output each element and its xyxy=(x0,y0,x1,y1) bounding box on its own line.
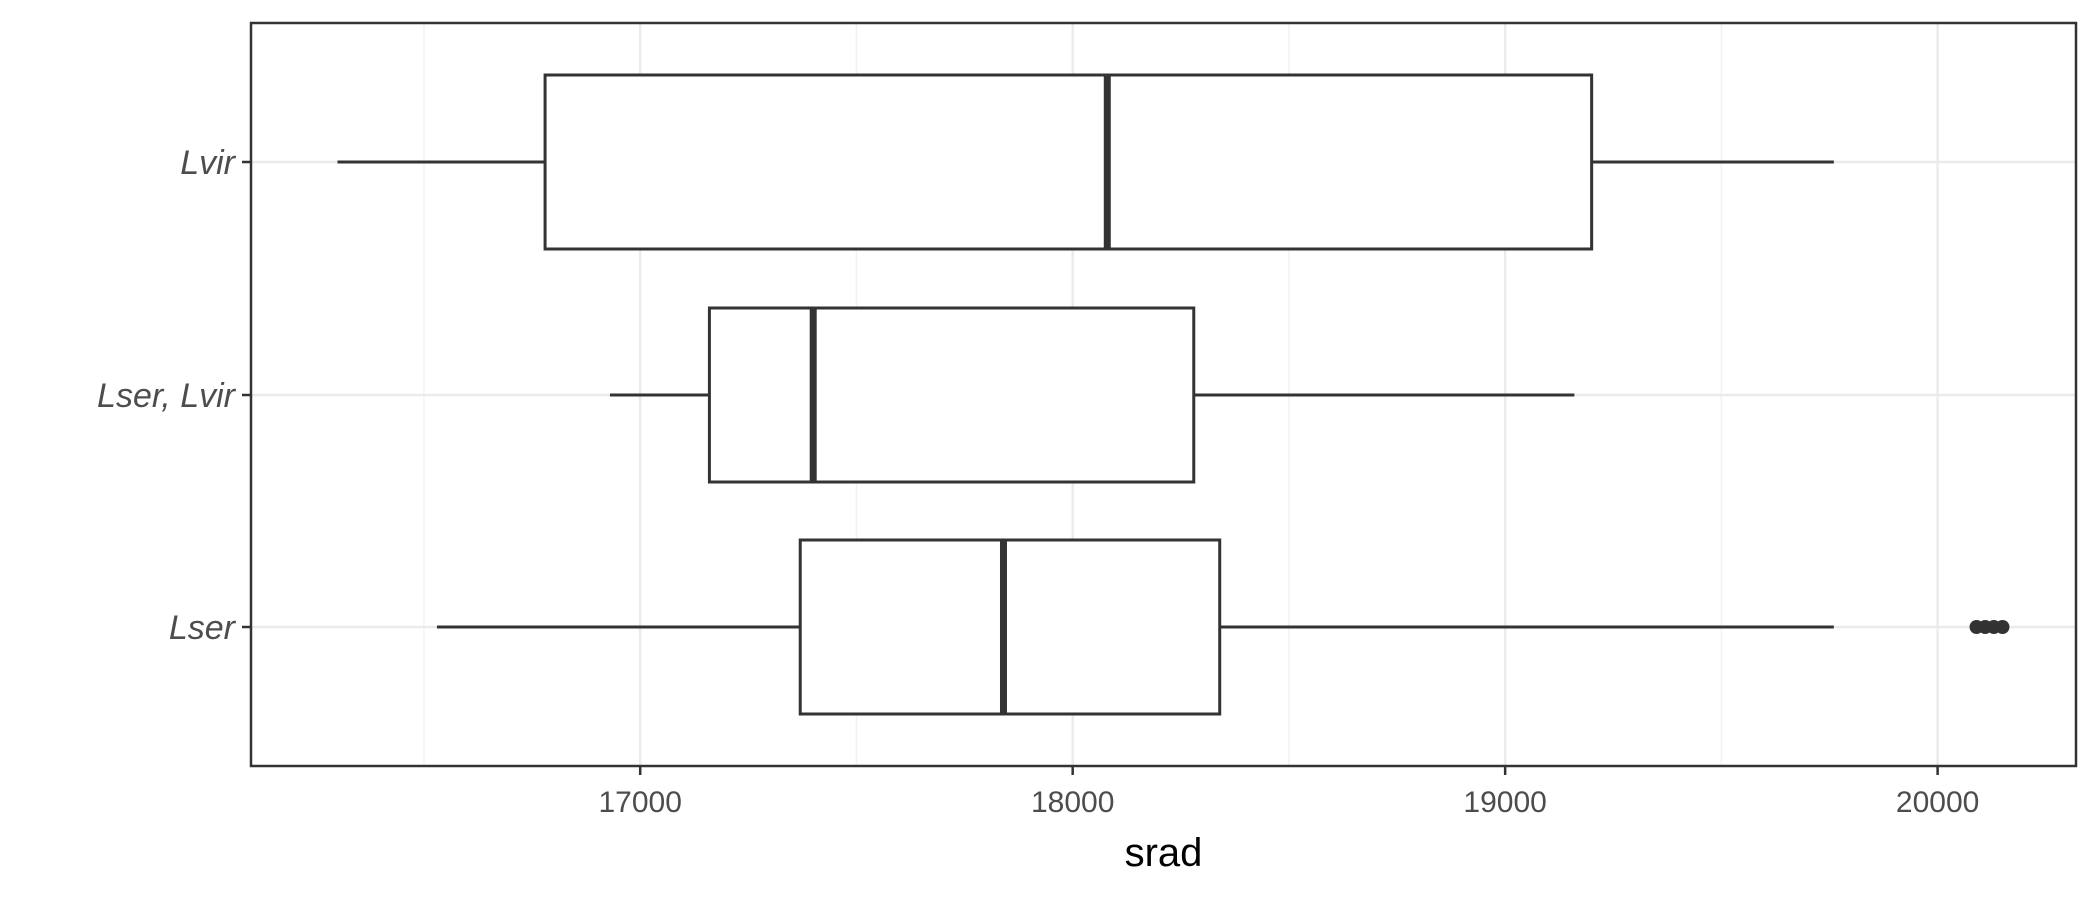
y-tick-label: Lvir xyxy=(180,144,236,182)
box-iqr xyxy=(798,538,1222,716)
box-layer xyxy=(337,73,2010,716)
x-tick-label: 17000 xyxy=(598,786,681,819)
y-tick-label: Lser, Lvir xyxy=(97,377,237,415)
x-tick-label: 18000 xyxy=(1031,786,1114,819)
y-tick-label: Lser xyxy=(169,609,237,647)
outlier-point xyxy=(1995,620,2010,634)
x-tick-label: 19000 xyxy=(1463,786,1546,819)
axis-layer: 17000 18000 19000 20000 Lser Lser, Lvir Lvir xyxy=(97,144,1979,819)
box-iqr xyxy=(543,73,1594,251)
x-axis-title: srad xyxy=(1125,831,1203,875)
x-tick-label: 20000 xyxy=(1896,786,1979,819)
box-iqr xyxy=(707,306,1196,484)
